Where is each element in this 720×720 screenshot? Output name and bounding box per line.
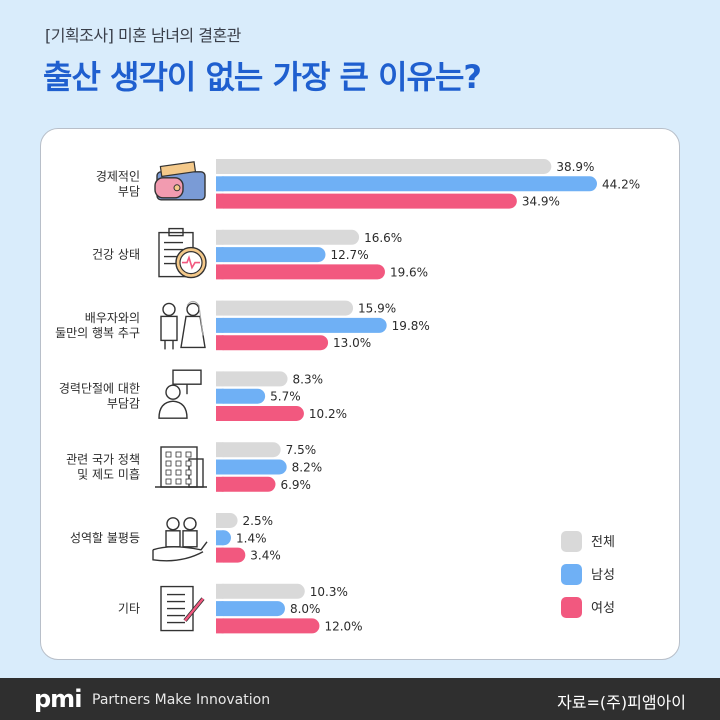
bar-base [216, 406, 224, 421]
bar-전체 [216, 442, 281, 458]
value-label: 13.0% [333, 336, 371, 350]
value-label: 12.0% [324, 619, 362, 633]
value-label: 10.2% [309, 407, 347, 421]
bar-base [216, 229, 224, 245]
legend-label: 전체 [591, 535, 615, 550]
bar-남성 [216, 176, 598, 192]
bar-base [216, 601, 224, 617]
bar-여성 [216, 193, 517, 209]
bar-base [216, 547, 224, 563]
health-clipboard-icon [158, 227, 207, 279]
value-label: 34.9% [522, 195, 560, 209]
category-label: 성역할 불평등 [70, 531, 140, 545]
brand-tagline: Partners Make Innovation [92, 692, 271, 708]
value-label: 8.3% [293, 372, 324, 386]
legend-label: 남성 [591, 568, 615, 583]
value-label: 8.0% [290, 602, 321, 616]
category-label: 배우자와의 [85, 311, 140, 325]
bar-남성 [216, 601, 285, 617]
category-label: 및 제도 미흡 [77, 468, 140, 482]
value-label: 38.9% [556, 160, 594, 174]
bar-남성 [216, 247, 326, 263]
value-label: 2.5% [243, 514, 273, 528]
bar-base [216, 583, 224, 599]
source-note: 자료=(주)피앰아이 [557, 693, 686, 712]
footer-bar [0, 678, 720, 720]
bar-base [216, 193, 224, 209]
bar-base [216, 300, 224, 316]
bar-전체 [216, 583, 305, 599]
category-label: 건강 상태 [92, 248, 140, 262]
bar-base [216, 371, 224, 387]
value-label: 1.4% [236, 531, 267, 545]
category-label: 경력단절에 대한 [59, 382, 140, 396]
document-pen-icon [160, 585, 205, 632]
bar-여성 [216, 618, 320, 634]
elderly-couple-hand-icon [152, 517, 208, 562]
value-label: 6.9% [280, 478, 311, 492]
bar-base [216, 176, 224, 192]
bar-base [216, 335, 224, 351]
category-label: 부담감 [107, 397, 140, 411]
category-label: 둘만의 행복 추구 [55, 325, 140, 340]
job-sign-icon [158, 369, 202, 419]
value-label: 12.7% [330, 248, 368, 262]
bar-base [216, 264, 224, 280]
brand-logo: pmi [34, 685, 82, 713]
bar-base [216, 476, 224, 492]
legend-swatch-여성 [561, 597, 582, 618]
value-label: 5.7% [270, 390, 301, 404]
bar-base [216, 530, 224, 546]
category-label: 기타 [118, 602, 140, 616]
building-icon [155, 446, 207, 488]
bar-남성 [216, 317, 387, 333]
bar-여성 [216, 406, 304, 421]
value-label: 44.2% [602, 177, 640, 191]
bar-전체 [216, 229, 360, 245]
page-title: 출산 생각이 없는 가장 큰 이유는? [43, 58, 482, 96]
legend-label: 여성 [591, 601, 615, 616]
value-label: 19.8% [392, 319, 430, 333]
value-label: 16.6% [364, 231, 402, 245]
bar-base [216, 618, 224, 634]
bar-전체 [216, 300, 354, 316]
survey-tag: [기획조사] 미혼 남녀의 결혼관 [45, 26, 241, 45]
bar-base [216, 159, 224, 174]
legend-swatch-남성 [561, 564, 582, 585]
bar-여성 [216, 264, 385, 280]
category-label: 경제적인 [96, 169, 140, 183]
wallet-icon [154, 161, 206, 201]
bar-남성 [216, 388, 266, 404]
value-label: 3.4% [250, 549, 280, 563]
bar-남성 [216, 459, 287, 475]
bar-base [216, 317, 224, 333]
bar-base [216, 442, 224, 458]
bar-base [216, 459, 224, 475]
bar-여성 [216, 476, 276, 492]
value-label: 19.6% [390, 265, 428, 279]
bar-base [216, 388, 224, 404]
bar-base [216, 247, 224, 263]
category-label: 부담 [118, 184, 140, 198]
couple-icon [160, 300, 206, 350]
category-label: 관련 국가 정책 [66, 452, 140, 467]
value-label: 10.3% [310, 585, 348, 599]
bar-전체 [216, 371, 288, 387]
value-label: 7.5% [286, 443, 317, 457]
bar-base [216, 513, 224, 528]
legend-swatch-전체 [561, 531, 582, 552]
bar-여성 [216, 335, 329, 351]
bar-전체 [216, 159, 552, 174]
value-label: 8.2% [292, 461, 323, 475]
value-label: 15.9% [358, 302, 396, 316]
